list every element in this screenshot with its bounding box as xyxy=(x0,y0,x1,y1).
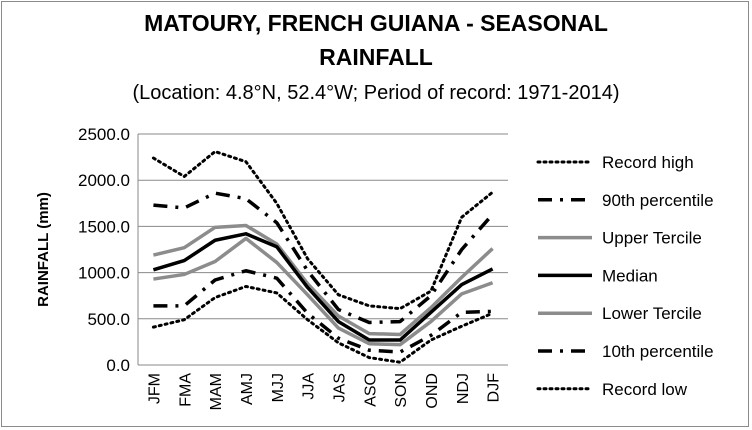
legend-label: Median xyxy=(602,266,658,285)
x-tick-label: MAM xyxy=(208,373,225,410)
x-tick-label: FMA xyxy=(177,373,194,407)
y-tick-label: 1500.0 xyxy=(78,217,130,236)
x-tick-label: SON xyxy=(393,373,410,408)
chart-title-line2: RAINFALL xyxy=(319,44,433,70)
y-axis-label: RAINFALL (mm) xyxy=(35,192,52,307)
series-line-10th-percentile xyxy=(153,269,493,354)
legend-label: Record high xyxy=(602,153,694,172)
legend-label: Lower Tercile xyxy=(602,304,702,323)
y-tick-label: 2000.0 xyxy=(78,171,130,190)
x-tick-label: OND xyxy=(424,373,441,409)
series-line-median xyxy=(152,232,494,342)
x-tick-label: DJF xyxy=(486,373,503,403)
y-tick-label: 2500.0 xyxy=(78,125,130,144)
chart-title-line1: MATOURY, FRENCH GUIANA - SEASONAL xyxy=(144,10,608,36)
legend-label: Record low xyxy=(602,380,688,399)
x-tick-label: MJJ xyxy=(270,373,287,402)
x-tick-label: JAS xyxy=(331,373,348,402)
x-tick-label: NDJ xyxy=(455,373,472,404)
series-line-lower-tercile xyxy=(153,236,494,347)
y-tick-label: 500.0 xyxy=(87,310,130,329)
chart-subtitle: (Location: 4.8°N, 52.4°W; Period of reco… xyxy=(132,82,620,104)
x-tick-label: JFM xyxy=(146,373,163,404)
series-line-upper-tercile xyxy=(153,223,494,337)
x-tick-label: ASO xyxy=(362,373,379,407)
legend-label: 90th percentile xyxy=(602,191,714,210)
x-tick-label: JJA xyxy=(301,373,318,400)
y-tick-label: 1000.0 xyxy=(78,264,130,283)
legend-label: Upper Tercile xyxy=(602,229,702,248)
x-tick-label: AMJ xyxy=(239,373,256,405)
legend-label: 10th percentile xyxy=(602,342,714,361)
series-line-record-low xyxy=(151,284,495,364)
y-tick-label: 0.0 xyxy=(106,356,130,375)
series-line-record-high xyxy=(151,150,495,311)
